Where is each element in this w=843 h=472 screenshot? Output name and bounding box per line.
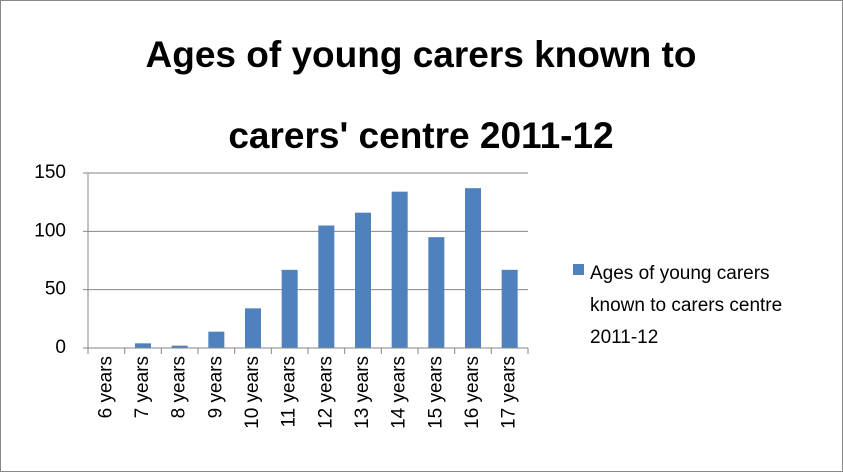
x-tick-label: 10 years	[242, 356, 263, 429]
chart-title: Ages of young carers known to carers' cen…	[146, 34, 697, 156]
bar	[391, 191, 408, 348]
bar	[465, 188, 481, 348]
x-tick-label: 12 years	[315, 356, 336, 429]
bar	[428, 237, 445, 348]
bar	[501, 269, 518, 348]
x-tick-label: 17 years	[499, 356, 520, 429]
bar	[281, 269, 298, 348]
bar	[135, 343, 151, 348]
x-tick-label: 14 years	[389, 356, 410, 429]
bar	[245, 308, 261, 348]
x-tick-label: 15 years	[425, 356, 446, 429]
bar	[355, 212, 371, 348]
x-tick-label: 8 years	[169, 356, 190, 418]
legend-swatch	[573, 264, 584, 275]
bar	[171, 345, 188, 348]
bar	[208, 331, 225, 348]
x-tick-label: 7 years	[132, 356, 153, 418]
legend-label: Ages of young carers known to carers cent…	[590, 263, 782, 348]
x-tick-label: 11 years	[279, 356, 300, 427]
bar	[318, 225, 335, 348]
x-tick-label: 9 years	[205, 356, 226, 418]
x-tick-label: 6 years	[95, 356, 116, 418]
y-tick-label: 0	[55, 337, 66, 358]
y-tick-label: 150	[34, 162, 66, 183]
x-tick-label: 13 years	[352, 356, 373, 429]
y-tick-label: 50	[45, 279, 66, 300]
y-tick-label: 100	[34, 220, 66, 241]
x-tick-label: 16 years	[462, 356, 483, 429]
